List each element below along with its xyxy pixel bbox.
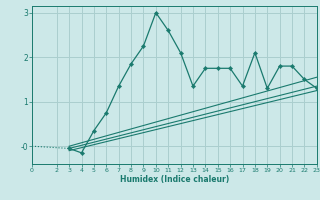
X-axis label: Humidex (Indice chaleur): Humidex (Indice chaleur) [120,175,229,184]
